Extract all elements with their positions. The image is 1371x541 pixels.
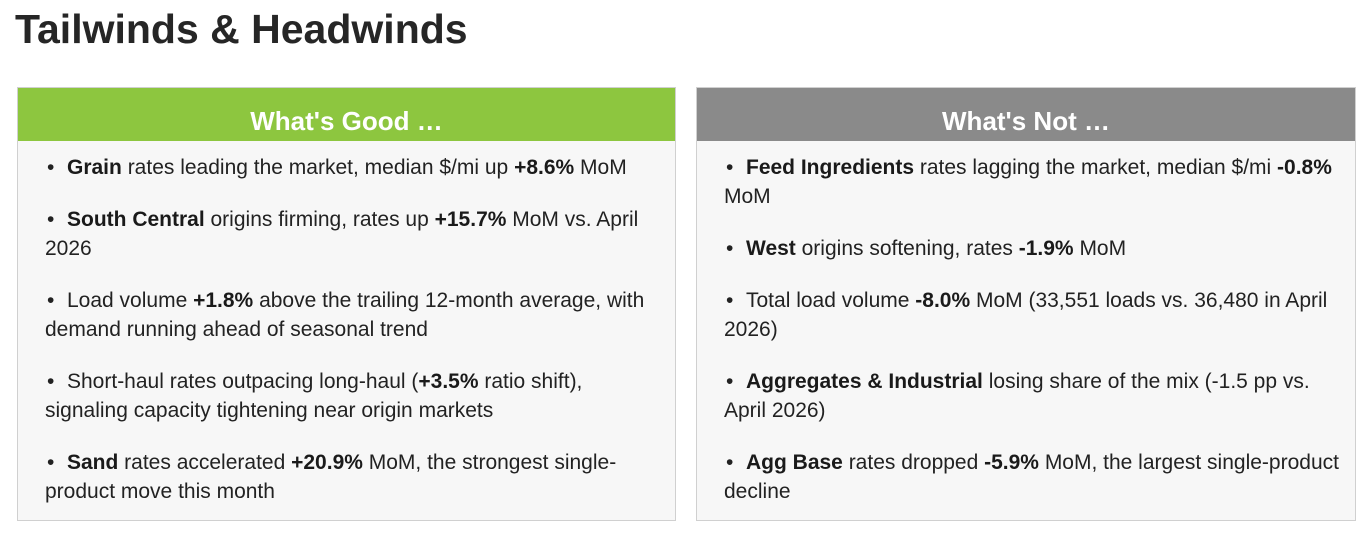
whats-not-panel: What's Not … • Feed Ingredients rates lag… bbox=[696, 87, 1356, 521]
item-text: origins softening, rates bbox=[795, 237, 1019, 260]
item-text: rates lagging the market, median $/mi bbox=[914, 156, 1278, 179]
bold-text: Grain bbox=[67, 156, 122, 179]
bold-text: Agg Base bbox=[746, 451, 843, 474]
item-text: rates dropped bbox=[842, 451, 985, 474]
bold-value: -5.9% bbox=[984, 451, 1039, 474]
item-text: losing share of the mix (-1.5 pp vs. Apr… bbox=[724, 370, 1310, 422]
item-text: rates accelerated bbox=[118, 451, 292, 474]
item-text: Total load volume bbox=[746, 289, 916, 312]
bullet-icon: • bbox=[47, 451, 55, 474]
whats-good-header: What's Good … bbox=[18, 88, 675, 141]
item-text: above the trailing 12-month average, wit… bbox=[45, 289, 645, 341]
list-item: • Load volume +1.8% above the trailing 12… bbox=[45, 286, 663, 344]
bold-value: +3.5% bbox=[418, 370, 479, 393]
page-title: Tailwinds & Headwinds bbox=[15, 6, 468, 52]
whats-good-list: • Grain rates leading the market, median … bbox=[18, 141, 675, 506]
bullet-icon: • bbox=[726, 289, 734, 312]
list-item: • Grain rates leading the market, median … bbox=[45, 153, 663, 182]
bullet-icon: • bbox=[726, 451, 734, 474]
item-text: Load volume bbox=[67, 289, 194, 312]
item-text: MoM (33,551 loads vs. 36,480 in April 20… bbox=[724, 289, 1328, 341]
item-text: MoM bbox=[1073, 237, 1127, 260]
bold-value: +8.6% bbox=[514, 156, 575, 179]
bold-value: +15.7% bbox=[434, 208, 507, 231]
bold-text: Sand bbox=[67, 451, 119, 474]
whats-not-list: • Feed Ingredients rates lagging the mark… bbox=[697, 141, 1355, 506]
item-text: Short-haul rates outpacing long-haul ( bbox=[67, 370, 419, 393]
bullet-icon: • bbox=[726, 370, 734, 393]
item-text: ratio shift), signaling capacity tighten… bbox=[45, 370, 583, 422]
bullet-icon: • bbox=[47, 289, 55, 312]
whats-not-header: What's Not … bbox=[697, 88, 1355, 141]
bold-value: -8.0% bbox=[915, 289, 971, 312]
item-text: origins firming, rates up bbox=[204, 208, 435, 231]
item-text: MoM, the largest single-product decline bbox=[724, 451, 1339, 503]
list-item: • South Central origins firming, rates up… bbox=[45, 205, 663, 263]
bullet-icon: • bbox=[726, 237, 734, 260]
whats-good-panel: What's Good … • Grain rates leading the m… bbox=[17, 87, 676, 521]
bold-text: West bbox=[746, 237, 796, 260]
item-text: MoM bbox=[724, 185, 771, 208]
item-text: MoM vs. April 2026 bbox=[45, 208, 639, 260]
bullet-icon: • bbox=[47, 370, 55, 393]
list-item: • Aggregates & Industrial losing share of… bbox=[724, 367, 1343, 425]
list-item: • Short-haul rates outpacing long-haul (+… bbox=[45, 367, 663, 425]
bold-value: +1.8% bbox=[193, 289, 254, 312]
bold-value: -0.8% bbox=[1277, 156, 1332, 179]
list-item: • Feed Ingredients rates lagging the mark… bbox=[724, 153, 1343, 211]
item-text: rates leading the market, median $/mi up bbox=[121, 156, 515, 179]
bullet-icon: • bbox=[726, 156, 734, 179]
list-item: • Agg Base rates dropped -5.9% MoM, the l… bbox=[724, 448, 1343, 506]
list-item: • West origins softening, rates -1.9% MoM bbox=[724, 234, 1343, 263]
list-item: • Total load volume -8.0% MoM (33,551 loa… bbox=[724, 286, 1343, 344]
item-text: MoM bbox=[574, 156, 627, 179]
bold-text: Feed Ingredients bbox=[746, 156, 915, 179]
bullet-icon: • bbox=[47, 208, 55, 231]
bold-text: South Central bbox=[67, 208, 205, 231]
list-item: • Sand rates accelerated +20.9% MoM, the … bbox=[45, 448, 663, 506]
item-text: MoM, the strongest single-product move t… bbox=[45, 451, 617, 503]
bullet-icon: • bbox=[47, 156, 55, 179]
bold-text: Aggregates & Industrial bbox=[746, 370, 983, 393]
bold-value: -1.9% bbox=[1018, 237, 1074, 260]
bold-value: +20.9% bbox=[291, 451, 363, 474]
